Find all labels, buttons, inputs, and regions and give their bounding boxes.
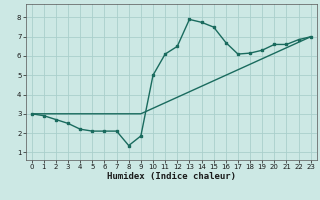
X-axis label: Humidex (Indice chaleur): Humidex (Indice chaleur): [107, 172, 236, 181]
